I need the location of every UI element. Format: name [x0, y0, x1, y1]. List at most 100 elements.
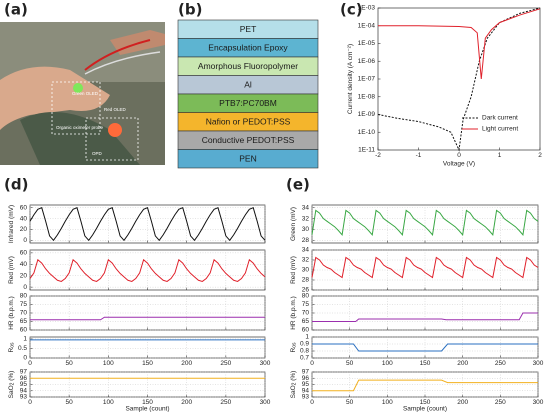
y-tick-label: 65: [302, 318, 310, 325]
red-oled-glow: [108, 123, 122, 137]
x-tick-label: 250: [220, 360, 231, 367]
y-tick-label: 1E-03: [358, 5, 376, 12]
y-tick-label: 97: [20, 369, 28, 376]
green-oled-glow: [73, 83, 83, 93]
y-tick-label: 60: [20, 327, 28, 334]
series-line: [311, 256, 539, 279]
x-tick-label: 0: [28, 399, 32, 406]
y-tick-label: 28: [302, 237, 310, 244]
y-axis-label-text: HR (b.p.m.): [8, 296, 15, 330]
y-axis-label-text: Green (mV): [290, 207, 297, 241]
y-tick-label: 20: [20, 226, 28, 233]
x-tick-label: 2: [538, 152, 542, 159]
x-tick-label: 200: [457, 399, 468, 406]
panel-letter: (e): [286, 176, 310, 194]
y-axis-label: SaO2 (%): [290, 371, 298, 399]
y-axis-label: Red (mV): [8, 256, 15, 284]
series-line: [378, 8, 541, 80]
y-tick-label: 1E-10: [358, 129, 376, 136]
y-tick-label: 40: [20, 215, 28, 222]
x-axis-label: Sample (count): [403, 406, 447, 413]
y-tick-label: 97: [302, 369, 310, 376]
y-tick-label: 93: [302, 394, 310, 401]
y-tick-label: 96: [20, 375, 28, 382]
x-tick-label: 250: [220, 399, 231, 406]
y-tick-label: 1E-07: [358, 76, 376, 83]
y-axis-label: SaO2 (%): [8, 371, 16, 399]
y-tick-label: 32: [302, 257, 310, 264]
y-tick-label: 65: [20, 318, 28, 325]
x-tick-label: 200: [181, 360, 192, 367]
y-tick-label: 1E-05: [358, 40, 376, 47]
x-tick-label: 200: [457, 360, 468, 367]
layer-label: Nafion or PEDOT:PSS: [206, 117, 291, 127]
photo-label: OPD: [92, 151, 103, 156]
y-tick-label: 70: [20, 310, 28, 317]
y-axis-label-tail: (%): [8, 371, 15, 383]
series-line: [312, 312, 538, 322]
legend-label: Light current: [482, 126, 518, 133]
x-tick-label: -2: [375, 152, 381, 159]
y-axis-label-sub: os: [10, 342, 16, 348]
layer-label: Conductive PEDOT:PSS: [202, 135, 295, 145]
y-tick-label: 93: [20, 394, 28, 401]
y-axis-label-text: HR (b.p.m.): [290, 296, 297, 330]
plot-area: [311, 204, 539, 244]
legend-label: Dark current: [482, 115, 518, 122]
x-tick-label: 250: [495, 399, 506, 406]
y-tick-label: 0.5: [18, 345, 27, 352]
x-tick-label: 300: [533, 399, 544, 406]
x-tick-label: 50: [66, 360, 74, 367]
y-axis-label: Ros: [290, 342, 298, 352]
x-tick-label: 100: [382, 360, 393, 367]
x-tick-label: 150: [142, 360, 153, 367]
y-tick-label: 70: [302, 310, 310, 317]
y-tick-label: 75: [20, 301, 28, 308]
layer: [177, 149, 319, 169]
y-tick-label: 1E-08: [358, 93, 376, 100]
wire: [84, 51, 161, 75]
panel-letter: (b): [178, 1, 202, 19]
sleeve: [20, 112, 140, 165]
y-tick-label: 95: [20, 381, 28, 388]
photo-label: Red OLED: [104, 107, 127, 112]
y-tick-label: 0: [23, 284, 27, 291]
y-tick-label: 0.8: [300, 348, 309, 355]
x-tick-label: 0: [310, 399, 314, 406]
y-tick-label: 30: [302, 267, 310, 274]
y-tick-label: 20: [20, 272, 28, 279]
y-axis-label: Current density (A cm⁻²): [347, 44, 354, 114]
y-axis-label-text: Red (mV): [8, 256, 15, 284]
layer-stack: PET Encapsulation Epoxy Amorphous Fluoropo…: [177, 19, 319, 169]
y-axis-label: Green (mV): [290, 207, 297, 241]
probe-box: [51, 81, 101, 135]
y-tick-label: 80: [302, 293, 310, 300]
y-tick-label: 40: [20, 261, 28, 268]
series-line: [29, 207, 266, 242]
y-axis-label-text: Infrared (mV): [8, 205, 15, 243]
y-tick-label: 26: [302, 287, 310, 294]
x-tick-label: 150: [420, 399, 431, 406]
y-tick-label: 1: [23, 336, 27, 343]
photo-label: Organic oximeter probe: [56, 125, 104, 130]
y-tick-label: 94: [302, 387, 310, 394]
y-axis-label: HR (b.p.m.): [290, 296, 297, 330]
series-line: [29, 258, 266, 282]
y-axis-label: HR (b.p.m.): [8, 296, 15, 330]
x-tick-label: 50: [66, 399, 74, 406]
y-axis-label-text: R: [290, 347, 297, 352]
y-tick-label: 0.7: [300, 355, 309, 362]
y-axis-label: Red (mV): [290, 256, 297, 284]
y-tick-label: 1E-11: [358, 147, 375, 154]
layer-label: PET: [240, 24, 257, 34]
x-tick-label: 200: [181, 399, 192, 406]
y-tick-label: 60: [20, 204, 28, 211]
y-tick-label: 1E-09: [358, 111, 376, 118]
x-tick-label: 250: [495, 360, 506, 367]
y-tick-label: 34: [302, 247, 310, 254]
x-tick-label: 300: [533, 360, 544, 367]
x-tick-label: 150: [142, 399, 153, 406]
layer-label: Encapsulation Epoxy: [208, 43, 288, 53]
y-tick-label: 60: [302, 327, 310, 334]
x-axis-label: Voltage (V): [443, 161, 475, 168]
